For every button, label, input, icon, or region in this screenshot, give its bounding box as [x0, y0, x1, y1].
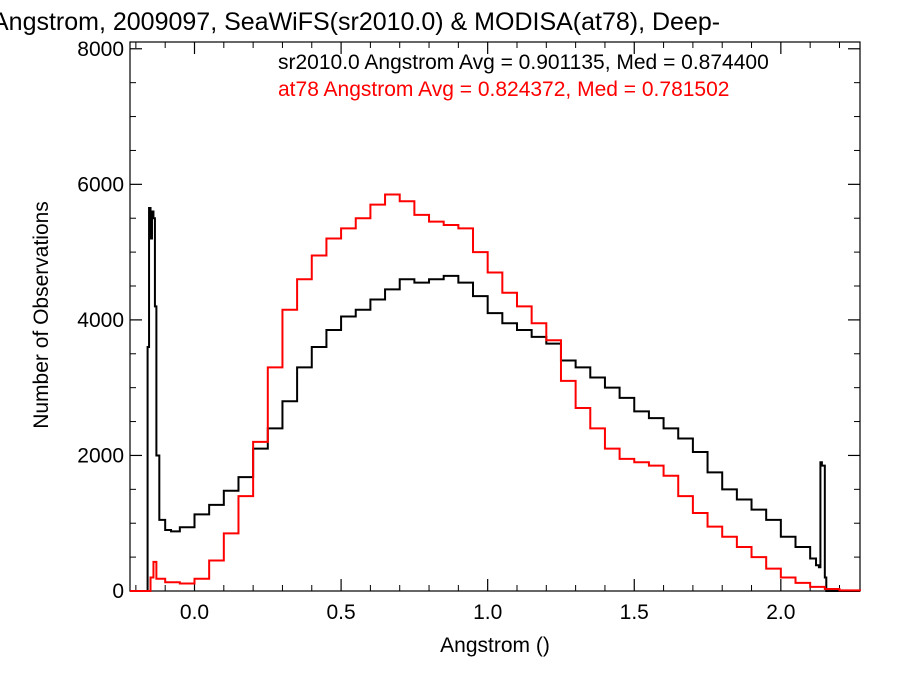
- y-tick-label: 0: [112, 580, 124, 603]
- stats-annotation-at78: at78 Angstrom Avg = 0.824372, Med = 0.78…: [278, 78, 729, 101]
- y-tick-label: 8000: [77, 38, 124, 61]
- series-sr2010-line: [130, 207, 860, 592]
- y-tick-label: 4000: [77, 309, 124, 332]
- x-tick-label: 2.0: [766, 601, 795, 624]
- x-tick-label: 1.0: [473, 601, 502, 624]
- series-at78-line: [130, 193, 861, 592]
- y-tick-label: 2000: [77, 444, 124, 467]
- stats-annotation-sr2010: sr2010.0 Angstrom Avg = 0.901135, Med = …: [278, 51, 769, 74]
- y-axis-label: Number of Observations: [30, 201, 53, 429]
- chart-title: Angstrom, 2009097, SeaWiFS(sr2010.0) & M…: [0, 8, 720, 36]
- y-tick-label: 6000: [77, 173, 124, 196]
- x-axis-label: Angstrom (): [440, 634, 550, 657]
- axis-ticks: 0.0 0.5 1.0 1.5 2.0 0 2000 4000 6000 8000: [77, 38, 860, 624]
- x-tick-label: 0.0: [180, 601, 209, 624]
- series-layer: [130, 193, 861, 592]
- plot-frame: [129, 41, 861, 592]
- x-tick-label: 0.5: [326, 601, 355, 624]
- x-tick-label: 1.5: [620, 601, 649, 624]
